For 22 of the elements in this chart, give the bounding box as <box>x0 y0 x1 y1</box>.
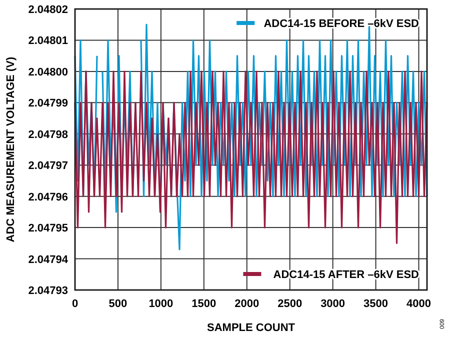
y-tick-label: 2.04793 <box>28 285 68 297</box>
line-series <box>74 70 428 244</box>
x-tick-label: 4000 <box>406 298 431 310</box>
y-tick-label: 2.04796 <box>28 191 68 204</box>
x-tick-label: 1000 <box>148 298 174 310</box>
y-tick-label: 2.04795 <box>28 222 68 235</box>
y-tick-label: 2.04800 <box>28 66 68 78</box>
y-axis-title: ADC MEASUREMENT VOLTAGE (V) <box>5 56 17 242</box>
x-tick-label: 3000 <box>320 298 346 310</box>
x-tick-label: 0 <box>72 298 78 310</box>
y-tick-label: 2.04802 <box>28 4 68 16</box>
y-tick-label: 2.04799 <box>28 98 68 110</box>
x-tick-label: 2000 <box>234 298 260 310</box>
y-tick-label: 2.04797 <box>28 160 68 172</box>
x-tick-label: 500 <box>108 298 128 310</box>
x-tick-label: 1500 <box>192 298 216 310</box>
x-tick-label: 3500 <box>364 298 388 310</box>
y-tick-label: 2.04794 <box>28 254 69 266</box>
y-tick-label: 2.04801 <box>28 35 68 48</box>
x-tick-label: 2500 <box>278 298 302 310</box>
x-axis-title: SAMPLE COUNT <box>207 322 296 334</box>
y-tick-label: 2.04798 <box>28 128 68 141</box>
